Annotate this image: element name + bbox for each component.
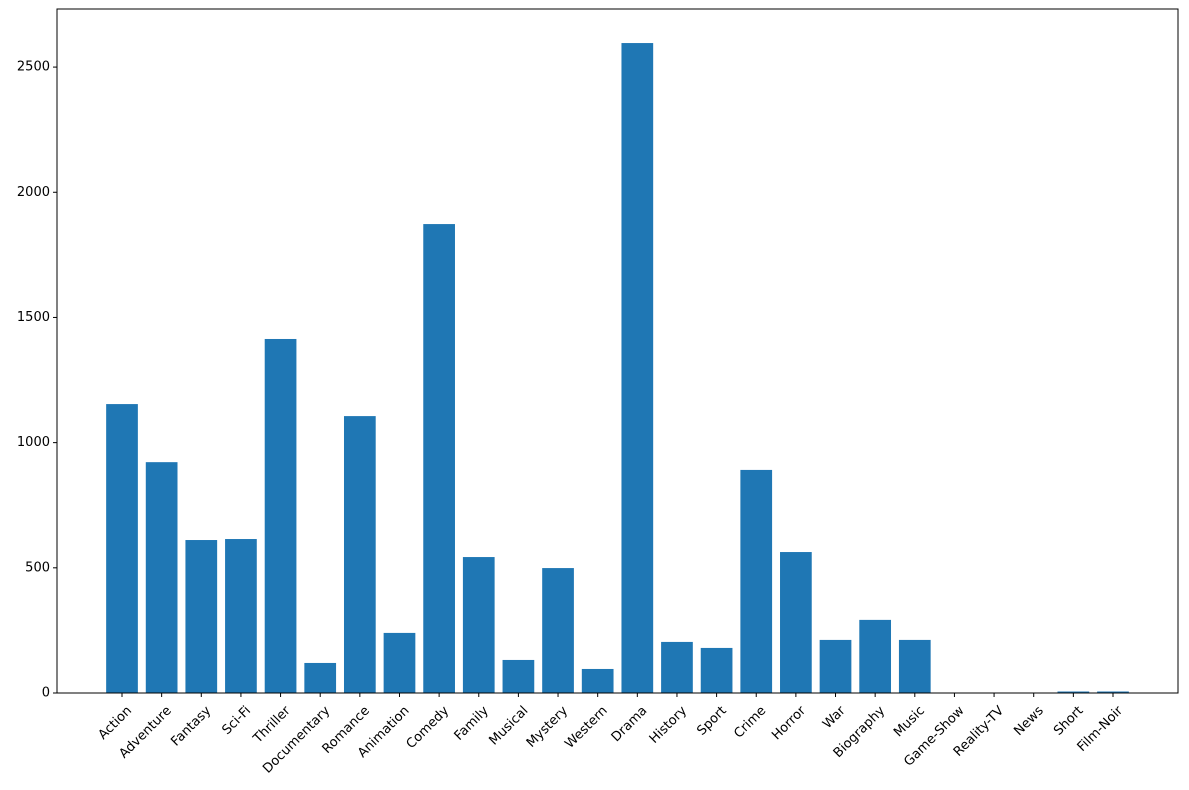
bar (780, 552, 812, 693)
bar (225, 539, 257, 693)
bar (502, 659, 535, 693)
y-tick-label: 2000 (17, 185, 50, 200)
bar (185, 540, 218, 693)
y-tick-label: 1500 (17, 310, 50, 325)
bar (462, 557, 495, 693)
bar (343, 416, 376, 693)
bar (264, 338, 297, 693)
plot-frame (56, 8, 1179, 694)
y-tick-label: 2500 (17, 60, 50, 75)
bar (383, 632, 416, 693)
bar (542, 568, 574, 693)
bar (423, 224, 455, 693)
bar (581, 668, 614, 693)
bar (661, 641, 693, 693)
y-tick-label: 1000 (17, 435, 50, 450)
y-tick-label: 0 (42, 686, 50, 701)
bar (740, 469, 773, 693)
bar (1057, 691, 1090, 693)
bar (106, 404, 138, 693)
y-tick-label: 500 (25, 560, 50, 575)
bar (859, 619, 892, 693)
bar (1097, 691, 1129, 693)
bar (700, 647, 733, 693)
bar (819, 639, 852, 693)
bar (145, 462, 178, 693)
bar (304, 662, 337, 693)
bar (898, 639, 931, 693)
bar (621, 43, 654, 693)
